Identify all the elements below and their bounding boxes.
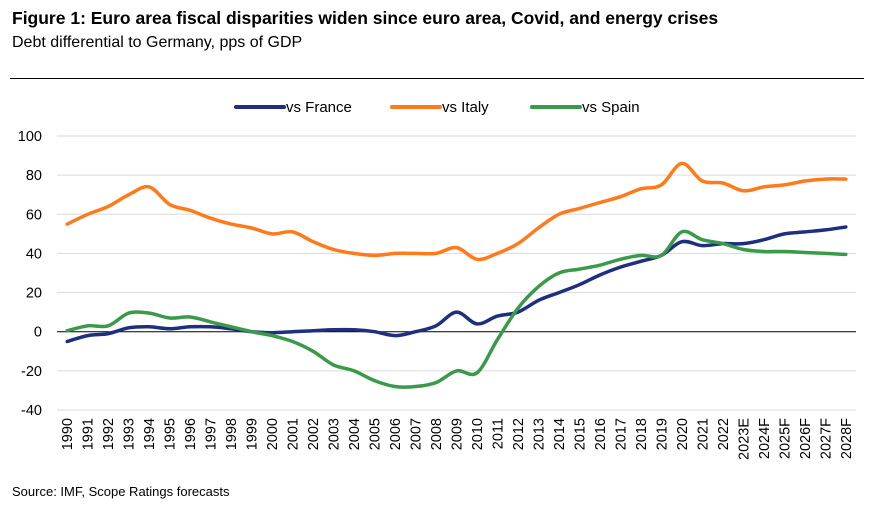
legend-item-vs-spain: vs Spain bbox=[530, 99, 640, 116]
chart-subtitle: Debt differential to Germany, pps of GDP bbox=[12, 34, 303, 51]
y-tick-label: 0 bbox=[34, 325, 42, 341]
legend-label: vs Italy bbox=[442, 99, 489, 116]
x-tick-label: 2021 bbox=[695, 418, 711, 450]
legend-label: vs Spain bbox=[582, 99, 640, 116]
x-tick-label: 1998 bbox=[224, 418, 240, 450]
x-tick-label: 2007 bbox=[409, 418, 425, 450]
y-tick-label: 40 bbox=[26, 246, 42, 262]
legend-item-vs-france: vs France bbox=[234, 99, 352, 116]
x-tick-label: 2004 bbox=[347, 418, 363, 450]
x-tick-label: 1994 bbox=[142, 418, 158, 450]
x-tick-label: 2008 bbox=[429, 418, 445, 450]
x-tick-label: 2012 bbox=[511, 418, 527, 450]
y-tick-label: 100 bbox=[18, 129, 42, 145]
x-tick-label: 1999 bbox=[245, 418, 261, 450]
x-tick-label: 1996 bbox=[183, 418, 199, 450]
grid-lines bbox=[57, 135, 856, 411]
x-tick-label: 2025F bbox=[777, 418, 793, 459]
source-note: Source: IMF, Scope Ratings forecasts bbox=[12, 484, 230, 499]
x-tick-label: 2013 bbox=[531, 418, 547, 450]
x-tick-label: 2015 bbox=[572, 418, 588, 450]
y-tick-label: 20 bbox=[26, 286, 42, 302]
series-line-vs-spain bbox=[65, 229, 848, 389]
x-tick-label: 2002 bbox=[306, 418, 322, 450]
x-tick-label: 2024F bbox=[757, 418, 773, 459]
x-axis: 1990 1991 1992 1993 1994 1995 1996 1997 1998 1999… bbox=[60, 418, 855, 460]
x-tick-label: 1992 bbox=[101, 418, 117, 450]
y-tick-label: 60 bbox=[26, 207, 42, 223]
series-line-vs-france bbox=[65, 225, 848, 344]
x-tick-label: 2017 bbox=[613, 418, 629, 450]
x-tick-label: 2005 bbox=[368, 418, 384, 450]
chart-title: Figure 1: Euro area fiscal disparities w… bbox=[12, 8, 719, 28]
y-tick-label: -40 bbox=[21, 403, 42, 419]
x-tick-label: 1993 bbox=[122, 418, 138, 450]
y-axis: -40 -20 0 20 40 60 80 100 bbox=[18, 129, 42, 419]
x-tick-label: 2003 bbox=[327, 418, 343, 450]
legend-item-vs-italy: vs Italy bbox=[390, 99, 489, 116]
title-divider bbox=[10, 78, 864, 79]
x-tick-label: 1991 bbox=[81, 418, 97, 450]
x-tick-label: 2010 bbox=[470, 418, 486, 450]
x-tick-label: 2001 bbox=[286, 418, 302, 450]
series-line-vs-italy bbox=[65, 161, 848, 262]
x-tick-label: 2028F bbox=[839, 418, 855, 459]
x-tick-label: 2022 bbox=[716, 418, 732, 450]
x-tick-label: 1990 bbox=[60, 418, 76, 450]
x-tick-label: 2000 bbox=[265, 418, 281, 450]
y-tick-label: 80 bbox=[26, 168, 42, 184]
x-tick-label: 2023E bbox=[736, 418, 752, 460]
y-tick-label: -20 bbox=[21, 364, 42, 380]
x-tick-label: 2014 bbox=[552, 418, 568, 450]
x-tick-label: 2026F bbox=[798, 418, 814, 459]
x-tick-label: 2027F bbox=[818, 418, 834, 459]
x-tick-label: 2019 bbox=[654, 418, 670, 450]
chart-legend: vs France vs Italy vs Spain bbox=[234, 99, 640, 116]
x-tick-label: 2011 bbox=[490, 418, 506, 449]
x-tick-label: 2016 bbox=[593, 418, 609, 450]
x-tick-label: 2009 bbox=[450, 418, 466, 450]
x-tick-label: 2018 bbox=[634, 418, 650, 450]
x-tick-label: 2020 bbox=[675, 418, 691, 450]
legend-label: vs France bbox=[286, 99, 352, 116]
x-tick-label: 1995 bbox=[163, 418, 179, 450]
series-lines bbox=[65, 161, 848, 389]
x-tick-label: 1997 bbox=[204, 418, 220, 450]
x-tick-label: 2006 bbox=[388, 418, 404, 450]
line-chart: vs France vs Italy vs Spain -40 -20 0 20 40 60 8… bbox=[18, 99, 856, 460]
